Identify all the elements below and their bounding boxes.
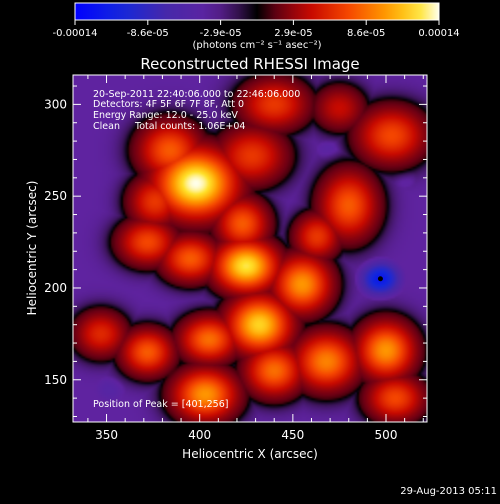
y-axis-label: Heliocentric Y (arcsec): [25, 181, 39, 316]
colorbar-tick-label: -0.00014: [53, 28, 98, 39]
colorbar-ticks: -0.00014 -8.6e-05 -2.9e-05 2.9e-05 8.6e-05 0.…: [53, 20, 460, 39]
colorbar-tick-label: -2.9e-05: [200, 28, 242, 39]
colorbar-tick-label: 2.9e-05: [274, 28, 312, 39]
y-tick-label: 300: [44, 97, 67, 111]
x-tick-label: 400: [188, 428, 211, 442]
axis-ticks: 350 400 450 500 150 200 250 300: [44, 75, 427, 442]
info-line-detectors: Detectors: 4F 5F 6F 7F 8F, Att 0: [93, 99, 244, 110]
x-tick-label: 450: [281, 428, 304, 442]
x-tick-label: 350: [95, 428, 118, 442]
heatmap-region: [73, 75, 427, 422]
info-line-counts: Clean Total counts: 1.06E+04: [93, 121, 245, 132]
footer-date: 29-Aug-2013 05:11: [400, 486, 497, 497]
chart-title: Reconstructed RHESSI Image: [140, 55, 359, 73]
info-line-time: 20-Sep-2011 22:40:06.000 to 22:46:06.000: [93, 89, 300, 100]
info-line-energy: Energy Range: 12.0 - 25.0 keV: [93, 110, 238, 121]
heatmap-image: [73, 75, 427, 422]
plot-frame: [72, 74, 428, 423]
colorbar-tick-label: 0.00014: [418, 28, 459, 39]
x-tick-label: 500: [375, 428, 398, 442]
x-axis-label: Heliocentric X (arcsec): [182, 447, 318, 461]
y-tick-label: 200: [44, 281, 67, 295]
peak-marker: [377, 276, 383, 282]
y-tick-label: 250: [44, 189, 67, 203]
y-tick-label: 150: [44, 373, 67, 387]
colorbar: [74, 2, 440, 21]
colorbar-unit-label: (photons cm⁻² s⁻¹ asec⁻²): [192, 40, 321, 51]
colorbar-tick-label: 8.6e-05: [347, 28, 385, 39]
info-text-block: 20-Sep-2011 22:40:06.000 to 22:46:06.000…: [93, 89, 300, 410]
peak-position-text: Position of Peak = [401,256]: [93, 399, 228, 410]
colorbar-tick-label: -8.6e-05: [127, 28, 169, 39]
